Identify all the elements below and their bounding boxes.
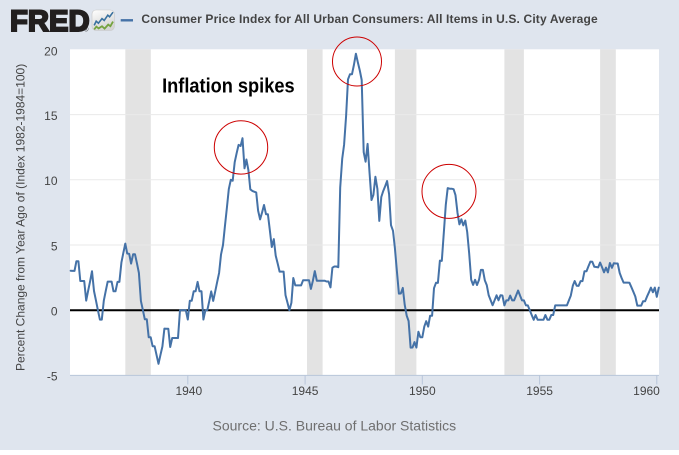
svg-text:Source: U.S. Bureau of Labor S: Source: U.S. Bureau of Labor Statistics: [213, 418, 457, 434]
svg-text:0: 0: [51, 305, 58, 319]
svg-text:1960: 1960: [633, 384, 660, 398]
svg-text:1950: 1950: [409, 384, 436, 398]
svg-text:20: 20: [44, 45, 58, 59]
svg-text:Consumer Price Index for All U: Consumer Price Index for All Urban Consu…: [141, 12, 598, 26]
svg-text:15: 15: [44, 109, 58, 123]
svg-text:-5: -5: [47, 370, 58, 384]
svg-text:1945: 1945: [292, 384, 319, 398]
svg-text:Inflation spikes: Inflation spikes: [162, 75, 295, 98]
svg-text:FRED: FRED: [10, 4, 90, 37]
svg-text:Percent Change from Year Ago o: Percent Change from Year Ago of (Index 1…: [14, 64, 28, 371]
svg-text:®: ®: [84, 27, 89, 34]
svg-text:10: 10: [44, 174, 58, 188]
svg-text:1955: 1955: [526, 384, 553, 398]
svg-text:5: 5: [51, 239, 58, 253]
svg-text:1940: 1940: [175, 384, 202, 398]
